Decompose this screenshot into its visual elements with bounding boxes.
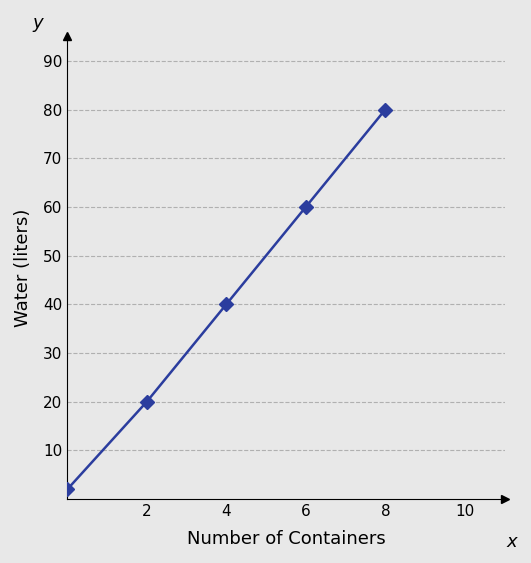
Y-axis label: Water (liters): Water (liters) [14, 209, 32, 327]
Text: x: x [507, 533, 517, 551]
X-axis label: Number of Containers: Number of Containers [186, 530, 386, 548]
Text: y: y [33, 14, 44, 32]
